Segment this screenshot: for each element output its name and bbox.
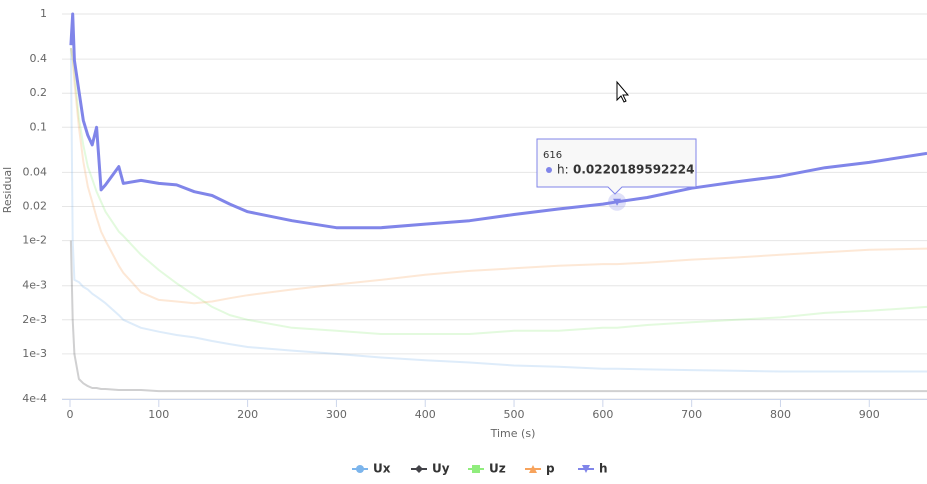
- x-tick-label: 800: [770, 408, 791, 421]
- legend-label[interactable]: Uz: [489, 462, 506, 476]
- y-tick-label: 4e-3: [22, 279, 47, 292]
- x-tick-label: 700: [681, 408, 702, 421]
- tooltip-series: h:: [557, 163, 569, 177]
- tooltip-box: [536, 138, 697, 195]
- tooltip: 616 h: 0.0220189592224: [536, 138, 697, 195]
- tooltip-x: 616: [543, 150, 562, 161]
- series-line: [69, 240, 927, 393]
- x-tick-label: 600: [592, 408, 613, 421]
- series-line: [69, 47, 927, 335]
- series-line: [69, 48, 927, 373]
- legend-symbol: [415, 465, 423, 473]
- x-tick-label: 500: [504, 408, 525, 421]
- x-axis-label: Time (s): [490, 427, 536, 440]
- y-tick-label: 1e-3: [22, 347, 47, 360]
- x-tick-label: 0: [66, 408, 73, 421]
- tooltip-value: 0.0220189592224: [573, 163, 694, 177]
- y-tick-label: 0.4: [30, 52, 48, 65]
- y-axis-label: Residual: [1, 167, 14, 213]
- y-tick-label: 0.02: [23, 200, 48, 213]
- cursor: [616, 80, 630, 103]
- legend-label[interactable]: Uy: [432, 462, 450, 476]
- legend-symbol: [472, 465, 480, 473]
- y-tick-label: 2e-3: [22, 313, 47, 326]
- legend-symbol: [529, 465, 537, 473]
- x-tick-label: 300: [326, 408, 347, 421]
- y-tick-label: 1e-2: [22, 234, 47, 247]
- x-tick-label: 100: [148, 408, 169, 421]
- legend-label[interactable]: h: [599, 462, 608, 476]
- y-tick-label: 0.1: [30, 120, 48, 133]
- x-tick-label: 900: [859, 408, 880, 421]
- series-line: [69, 12, 927, 230]
- legend-label[interactable]: Ux: [373, 462, 391, 476]
- hover-point: [613, 198, 622, 206]
- series-line: [69, 47, 927, 305]
- y-tick-label: 4e-4: [22, 392, 47, 405]
- x-tick-label: 200: [237, 408, 258, 421]
- y-tick-label: 0.04: [23, 165, 48, 178]
- legend-symbol: [582, 465, 590, 473]
- y-tick-label: 0.2: [30, 86, 48, 99]
- x-tick-label: 400: [415, 408, 436, 421]
- legend-symbol: [356, 465, 364, 473]
- legend-label[interactable]: p: [546, 462, 555, 476]
- y-tick-label: 1: [40, 7, 47, 20]
- tooltip-dot: [546, 167, 552, 173]
